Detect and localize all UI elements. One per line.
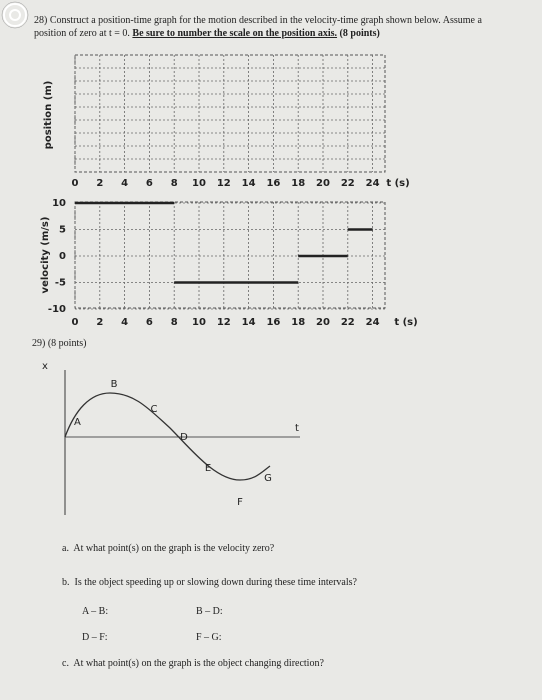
question-29-header: 29) (8 points) (32, 338, 87, 349)
y-tick-label: 0 (59, 251, 66, 262)
emphasis: Be sure to number the scale on the posit… (132, 28, 338, 39)
plot-frame (74, 201, 386, 309)
question-text: Construct a position-time graph for the … (34, 15, 482, 39)
x-tick-label: 20 (316, 178, 330, 189)
point-label: F (237, 497, 243, 508)
x-tick-label: 20 (316, 317, 330, 328)
x-axis-label: x (42, 361, 48, 372)
part-text: At what point(s) on the graph is the vel… (73, 543, 275, 554)
x-tick-label: 24 (366, 178, 380, 189)
plot-frame (74, 54, 386, 173)
part-label: c. (62, 658, 69, 669)
x-tick-label: 14 (242, 178, 256, 189)
interval: A – B: (82, 606, 109, 617)
x-tick-label: 6 (146, 317, 153, 328)
point-label: G (264, 473, 272, 484)
y-tick-label: 5 (59, 225, 66, 236)
point-label: C (151, 404, 158, 415)
x-tick-label: 6 (146, 178, 153, 189)
point-label: D (180, 432, 188, 443)
part-text: At what point(s) on the graph is the obj… (73, 658, 324, 669)
x-tick-label: 10 (192, 317, 206, 328)
camera-icon (1, 1, 29, 29)
x-tick-label: 16 (266, 178, 280, 189)
part-a: a. At what point(s) on the graph is the … (62, 543, 274, 554)
point-label: B (111, 379, 118, 390)
point-label: E (205, 463, 211, 474)
question-number: 28) (34, 15, 48, 26)
part-label: a. (62, 543, 69, 554)
motion-graph: x t A B C D E F G (42, 361, 300, 515)
y-tick-label: -5 (55, 278, 66, 289)
x-tick-label: 8 (171, 178, 178, 189)
x-tick-label: 4 (121, 178, 128, 189)
y-axis-label: position (m) (43, 81, 54, 150)
y-tick-label: 10 (52, 198, 66, 209)
interval: B – D: (196, 606, 223, 617)
part-c: c. At what point(s) on the graph is the … (62, 658, 324, 669)
points: (8 points) (339, 28, 380, 39)
point-label: A (74, 417, 81, 428)
x-axis-label: t (s) (394, 317, 417, 328)
position-graph: position (m) t (s) 0 2 4 6 8 10 12 14 16 18 20 22 24 (43, 54, 410, 189)
x-tick-label: 2 (96, 178, 103, 189)
x-tick-label: 10 (192, 178, 206, 189)
x-tick-label: 18 (291, 317, 305, 328)
x-axis-label: t (s) (386, 178, 409, 189)
x-tick-label: 22 (341, 317, 355, 328)
x-tick-label: 14 (242, 317, 256, 328)
x-tick-label: 0 (72, 178, 79, 189)
question-28: 28) Construct a position-time graph for … (34, 14, 514, 40)
x-tick-label: 4 (121, 317, 128, 328)
interval: F – G: (196, 632, 222, 643)
y-tick-label: -10 (48, 304, 66, 315)
motion-curve (64, 392, 271, 481)
x-tick-label: 18 (291, 178, 305, 189)
x-tick-label: 24 (366, 317, 380, 328)
x-tick-label: 16 (266, 317, 280, 328)
part-label: b. (62, 577, 70, 588)
x-tick-label: 12 (217, 178, 231, 189)
t-axis-label: t (295, 423, 299, 434)
y-axis-label: velocity (m/s) (40, 217, 51, 294)
x-tick-label: 12 (217, 317, 231, 328)
x-tick-label: 22 (341, 178, 355, 189)
part-b: b. Is the object speeding up or slowing … (62, 577, 357, 588)
x-tick-label: 8 (171, 317, 178, 328)
x-tick-label: 2 (96, 317, 103, 328)
x-tick-label: 0 (72, 317, 79, 328)
part-text: Is the object speeding up or slowing dow… (74, 577, 357, 588)
interval: D – F: (82, 632, 108, 643)
